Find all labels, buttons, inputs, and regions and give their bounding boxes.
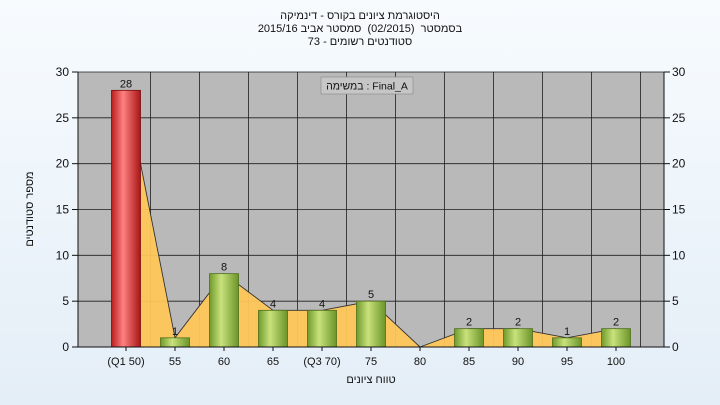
x-axis-title: טווח ציונים (346, 374, 395, 386)
y-tick-label-left: 15 (56, 203, 70, 217)
y-tick-label-right: 30 (672, 65, 686, 79)
data-label: 2 (515, 317, 521, 329)
task-label-box (320, 76, 414, 95)
x-tick-label: 65 (267, 356, 279, 368)
x-tick-label: 100 (607, 356, 625, 368)
bar-60 (209, 273, 239, 348)
bar-Q3-70 (307, 309, 337, 348)
bar-100 (601, 328, 631, 348)
y-tick-label-left: 5 (62, 294, 69, 308)
x-tick-label: (Q3 70) (303, 356, 340, 368)
chart-title-line-3: סטודנטים רשומים - 73 (307, 36, 413, 48)
x-tick-label: 95 (561, 356, 573, 368)
y-tick-label-right: 5 (672, 294, 679, 308)
y-tick-label-right: 25 (672, 111, 686, 125)
bar-75 (356, 300, 386, 348)
bar-85 (454, 328, 484, 348)
x-tick-label: 55 (169, 356, 181, 368)
x-tick-label: 90 (512, 356, 524, 368)
data-label: 5 (368, 289, 374, 301)
data-label: 4 (319, 298, 325, 310)
y-axis-title: מספר סטודנטים (24, 171, 36, 246)
bar-90 (503, 328, 533, 348)
task-label: במשימה : Final_A (326, 81, 408, 93)
bar-Q1-50 (111, 89, 141, 348)
x-tick-label: (Q1 50) (107, 356, 144, 368)
data-label: 8 (221, 262, 227, 274)
x-tick-label: 80 (414, 356, 426, 368)
y-tick-label-left: 25 (56, 111, 70, 125)
chart-title: היסטוגרמת ציונים בקורס - דינמיקה בסמסטר … (0, 10, 720, 49)
x-tick-label: 85 (463, 356, 475, 368)
data-label: 2 (613, 317, 619, 329)
x-tick-label: 75 (365, 356, 377, 368)
y-tick-label-right: 0 (672, 340, 679, 354)
y-tick-label-left: 0 (62, 340, 69, 354)
y-tick-label-right: 20 (672, 157, 686, 171)
chart-title-line-1: היסטוגרמת ציונים בקורס - דינמיקה (280, 10, 440, 22)
bar-65 (258, 309, 288, 348)
data-label: 2 (466, 317, 472, 329)
data-label: 28 (120, 78, 132, 90)
y-tick-label-right: 15 (672, 203, 686, 217)
gridlines (78, 71, 664, 347)
x-tick-label: 60 (218, 356, 230, 368)
chart-title-line-2: בסמסטר (02/2015) סמסטר אביב 2015/16 (257, 23, 463, 35)
data-label: 4 (270, 298, 276, 310)
y-tick-label-left: 30 (56, 65, 70, 79)
bars (111, 89, 631, 348)
y-tick-label-left: 20 (56, 157, 70, 171)
bar-55 (160, 337, 190, 348)
y-tick-label-left: 10 (56, 248, 70, 262)
bar-95 (552, 337, 582, 348)
data-label: 1 (172, 326, 178, 338)
y-tick-label-right: 10 (672, 248, 686, 262)
data-label: 1 (564, 326, 570, 338)
data-labels: 28 1 8 4 4 5 2 2 1 2 (120, 78, 619, 338)
